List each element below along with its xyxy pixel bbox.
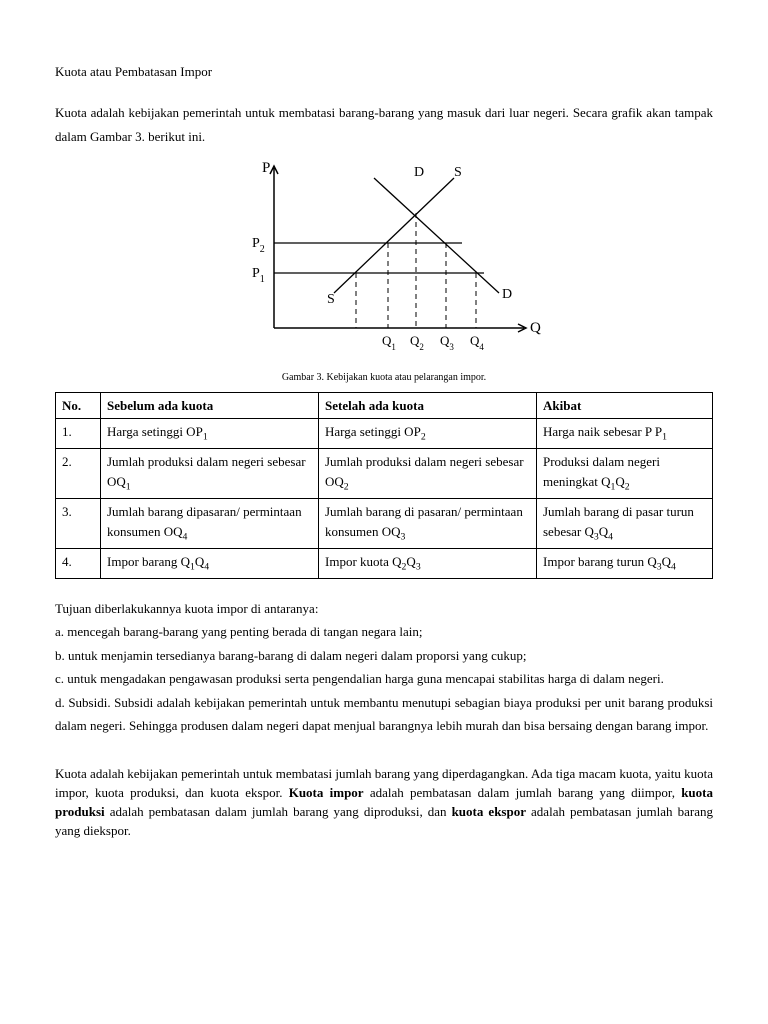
chart-caption: Gambar 3. Kebijakan kuota atau pelaranga… — [55, 372, 713, 384]
svg-text:D: D — [414, 165, 424, 180]
cell-effect: Impor barang turun Q3Q4 — [537, 548, 713, 578]
purpose-item: a. mencegah barang-barang yang penting b… — [55, 620, 713, 643]
svg-text:P1: P1 — [252, 266, 265, 285]
svg-text:D: D — [502, 287, 512, 302]
svg-text:P2: P2 — [252, 236, 265, 255]
summary-paragraph: Kuota adalah kebijakan pemerintah untuk … — [55, 765, 713, 840]
svg-text:S: S — [454, 165, 462, 180]
comparison-table: No. Sebelum ada kuota Setelah ada kuota … — [55, 392, 713, 579]
svg-text:Q3: Q3 — [440, 333, 454, 352]
table-header-effect: Akibat — [537, 392, 713, 419]
svg-text:Q: Q — [530, 320, 541, 336]
cell-effect: Produksi dalam negeri meningkat Q1Q2 — [537, 449, 713, 499]
cell-after: Jumlah barang di pasaran/ permintaan kon… — [319, 499, 537, 549]
cell-after: Impor kuota Q2Q3 — [319, 548, 537, 578]
cell-no: 1. — [56, 419, 101, 449]
table-header-after: Setelah ada kuota — [319, 392, 537, 419]
table-row: 4.Impor barang Q1Q4Impor kuota Q2Q3Impor… — [56, 548, 713, 578]
intro-paragraph: Kuota adalah kebijakan pemerintah untuk … — [55, 101, 713, 148]
cell-before: Harga setinggi OP1 — [101, 419, 319, 449]
purpose-item: d. Subsidi. Subsidi adalah kebijakan pem… — [55, 691, 713, 738]
svg-text:Q4: Q4 — [470, 333, 484, 352]
cell-after: Harga setinggi OP2 — [319, 419, 537, 449]
cell-no: 4. — [56, 548, 101, 578]
cell-before: Jumlah produksi dalam negeri sebesar OQ1 — [101, 449, 319, 499]
purpose-item: c. untuk mengadakan pengawasan produksi … — [55, 667, 713, 690]
cell-effect: Harga naik sebesar P P1 — [537, 419, 713, 449]
economics-chart: P Q P1 P2 S S D D Q1 Q2 Q3 Q4 — [55, 158, 713, 365]
table-header-before: Sebelum ada kuota — [101, 392, 319, 419]
cell-effect: Jumlah barang di pasar turun sebesar Q3Q… — [537, 499, 713, 549]
purpose-item: b. untuk menjamin tersedianya barang-bar… — [55, 644, 713, 667]
svg-text:P: P — [262, 160, 270, 176]
document-title: Kuota atau Pembatasan Impor — [55, 60, 713, 83]
table-row: 2.Jumlah produksi dalam negeri sebesar O… — [56, 449, 713, 499]
purpose-intro: Tujuan diberlakukannya kuota impor di an… — [55, 597, 713, 620]
table-row: 3.Jumlah barang dipasaran/ permintaan ko… — [56, 499, 713, 549]
cell-before: Jumlah barang dipasaran/ permintaan kons… — [101, 499, 319, 549]
cell-no: 3. — [56, 499, 101, 549]
cell-no: 2. — [56, 449, 101, 499]
cell-after: Jumlah produksi dalam negeri sebesar OQ2 — [319, 449, 537, 499]
table-row: 1.Harga setinggi OP1Harga setinggi OP2Ha… — [56, 419, 713, 449]
cell-before: Impor barang Q1Q4 — [101, 548, 319, 578]
svg-text:S: S — [327, 292, 335, 307]
table-header-no: No. — [56, 392, 101, 419]
svg-text:Q1: Q1 — [382, 333, 396, 352]
svg-text:Q2: Q2 — [410, 333, 424, 352]
